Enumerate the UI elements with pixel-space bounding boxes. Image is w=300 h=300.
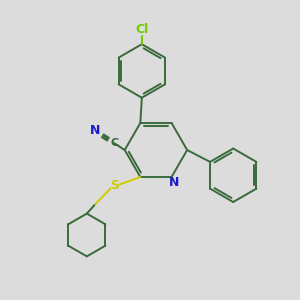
Text: S: S xyxy=(111,179,120,192)
Text: N: N xyxy=(169,176,179,190)
Text: N: N xyxy=(90,124,101,137)
Text: Cl: Cl xyxy=(135,23,148,36)
Text: C: C xyxy=(110,138,118,148)
